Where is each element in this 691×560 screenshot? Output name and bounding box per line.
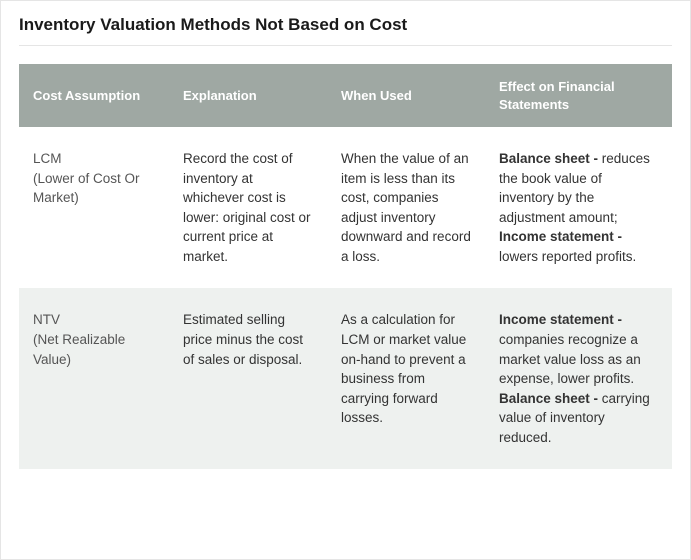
document-frame: Inventory Valuation Methods Not Based on… bbox=[0, 0, 691, 560]
col-cost-assumption: Cost Assumption bbox=[19, 64, 169, 127]
method-full: (Net Realizable Value) bbox=[33, 330, 157, 369]
cell-effect: Balance sheet - reduces the book value o… bbox=[485, 127, 672, 288]
valuation-table: Cost Assumption Explanation When Used Ef… bbox=[19, 64, 672, 469]
cell-method: LCM (Lower of Cost Or Market) bbox=[19, 127, 169, 288]
cell-method: NTV (Net Realizable Value) bbox=[19, 288, 169, 469]
page-title: Inventory Valuation Methods Not Based on… bbox=[19, 15, 672, 46]
col-when-used: When Used bbox=[327, 64, 485, 127]
cell-explanation: Estimated selling price minus the cost o… bbox=[169, 288, 327, 469]
cell-when-used: When the value of an item is less than i… bbox=[327, 127, 485, 288]
method-abbr: LCM bbox=[33, 149, 157, 169]
cell-explanation: Record the cost of inventory at whicheve… bbox=[169, 127, 327, 288]
col-effect: Effect on Financial Statements bbox=[485, 64, 672, 127]
cell-when-used: As a calculation for LCM or market value… bbox=[327, 288, 485, 469]
col-explanation: Explanation bbox=[169, 64, 327, 127]
cell-effect: Income statement - companies recognize a… bbox=[485, 288, 672, 469]
method-full: (Lower of Cost Or Market) bbox=[33, 169, 157, 208]
method-abbr: NTV bbox=[33, 310, 157, 330]
